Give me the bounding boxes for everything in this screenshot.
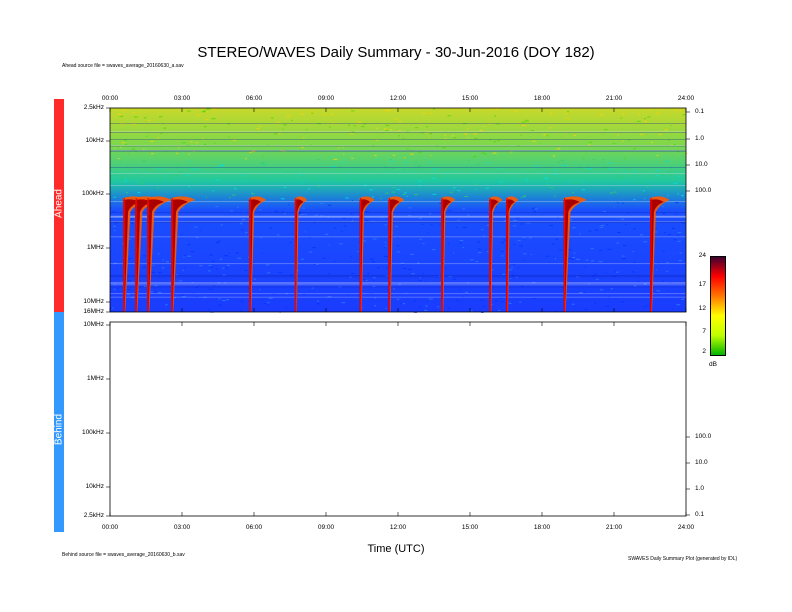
behind-y-tick-label: 100kHz [81, 429, 104, 436]
ahead-y-tick-label: 2.5kHz [83, 104, 104, 111]
x-tick-label-bottom: 15:00 [461, 524, 479, 531]
ahead-y-tick-label: 10kHz [85, 137, 104, 144]
colorbar-tick-label: 12 [698, 305, 706, 312]
x-tick-label-top: 21:00 [605, 95, 623, 102]
radio-burst [489, 196, 503, 312]
ahead-right-tick-label: 1.0 [695, 135, 705, 142]
radio-burst [147, 196, 172, 312]
x-tick-label-top: 15:00 [461, 95, 479, 102]
chart-title: STEREO/WAVES Daily Summary - 30-Jun-2016… [197, 44, 595, 61]
colorbar-tick-label: 2 [702, 348, 706, 355]
x-tick-label-top: 03:00 [173, 95, 191, 102]
ahead-right-tick-label: 0.1 [695, 108, 705, 115]
x-tick-label-top: 12:00 [389, 95, 407, 102]
radio-burst [388, 196, 405, 312]
ahead-y-tick-label: 100kHz [81, 190, 104, 197]
ahead-source-note: Ahead source file = swaves_average_20160… [62, 63, 184, 69]
colorbar-tick-label: 7 [702, 328, 706, 335]
radio-burst [506, 196, 519, 312]
x-axis-label: Time (UTC) [367, 543, 425, 555]
x-tick-label-bottom: 00:00 [101, 524, 119, 531]
radio-burst [123, 196, 148, 312]
behind-source-note: Behind source file = swaves_average_2016… [62, 552, 185, 558]
x-tick-label-top: 00:00 [101, 95, 119, 102]
colorbar-tick-label: 17 [698, 281, 706, 288]
x-tick-label-top: 24:00 [677, 95, 695, 102]
x-tick-label-bottom: 09:00 [317, 524, 335, 531]
radio-burst [294, 196, 308, 312]
radio-burst [650, 196, 670, 312]
radio-burst [563, 196, 587, 312]
behind-y-tick-label: 10kHz [85, 483, 104, 490]
ahead-right-tick-label: 100.0 [695, 187, 712, 194]
x-tick-label-top: 09:00 [317, 95, 335, 102]
footer-note: SWAVES Daily Summary Plot (generated by … [628, 556, 738, 562]
behind-right-tick-label: 10.0 [695, 459, 708, 466]
radio-burst [249, 196, 266, 312]
x-tick-label-bottom: 18:00 [533, 524, 551, 531]
radio-burst [171, 196, 196, 312]
x-tick-label-bottom: 21:00 [605, 524, 623, 531]
ahead-band [54, 99, 64, 312]
x-tick-label-top: 18:00 [533, 95, 551, 102]
colorbar-unit: dB [709, 361, 717, 368]
radio-bursts [123, 196, 670, 312]
x-tick-label-top: 06:00 [245, 95, 263, 102]
behind-band [54, 312, 64, 532]
behind-right-tick-label: 100.0 [695, 433, 712, 440]
spectrogram-texture [110, 108, 688, 313]
ahead-spectrogram-background [110, 108, 686, 312]
behind-y-tick-label: 10MHz [83, 321, 104, 328]
radio-burst [359, 196, 375, 312]
radio-burst [441, 196, 456, 312]
x-tick-label-bottom: 06:00 [245, 524, 263, 531]
x-tick-label-bottom: 12:00 [389, 524, 407, 531]
colorbar [710, 256, 726, 356]
ahead-right-tick-label: 10.0 [695, 161, 708, 168]
behind-right-tick-label: 1.0 [695, 485, 705, 492]
x-tick-label-bottom: 03:00 [173, 524, 191, 531]
behind-y-tick-label: 1MHz [87, 375, 104, 382]
behind-right-tick-label: 0.1 [695, 511, 705, 518]
radio-burst [135, 196, 160, 312]
behind-frame [109, 321, 687, 517]
ahead-y-tick-label: 1MHz [87, 244, 104, 251]
ahead-y-tick-label: 10MHz [83, 298, 104, 305]
behind-y-tick-label: 2.5kHz [83, 512, 104, 519]
x-tick-label-bottom: 24:00 [677, 524, 695, 531]
colorbar-tick-label: 24 [698, 252, 706, 259]
ahead-y-tick-label: 16MHz [83, 308, 104, 315]
